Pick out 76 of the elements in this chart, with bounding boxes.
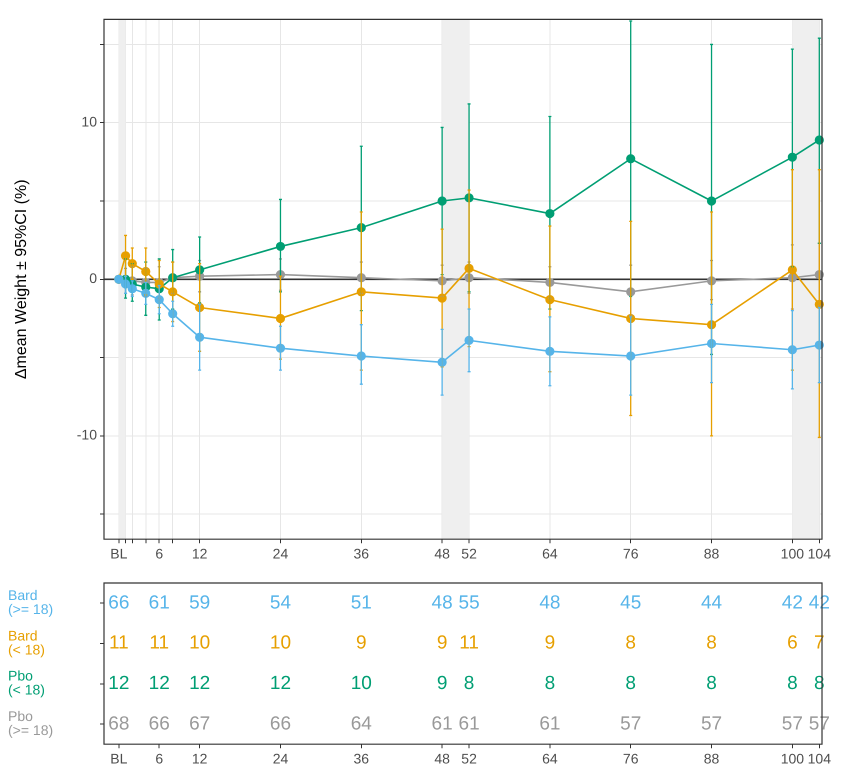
data-label: 45 [620, 592, 642, 614]
x-tick-label: 6 [155, 750, 164, 766]
y-tick-label: Pbo (< 18) [8, 668, 45, 698]
data-label: 8 [544, 672, 556, 694]
x-tick-label: 36 [354, 750, 370, 766]
x-tick-label: 48 [434, 545, 450, 562]
data-label: 68 [108, 713, 130, 734]
data-label: 12 [189, 672, 210, 694]
data-label: 11 [459, 632, 479, 654]
x-tick-label: 88 [704, 545, 720, 562]
data-label: 10 [270, 632, 292, 654]
y-tick-label: Bard (< 18) [8, 627, 45, 658]
data-label: 8 [787, 672, 798, 694]
data-label: 12 [270, 672, 292, 694]
data-label: 9 [436, 632, 448, 654]
data-label: 6 [787, 632, 798, 654]
data-label: 61 [458, 713, 480, 734]
x-tick-label: 76 [622, 545, 639, 562]
data-label: 11 [149, 632, 170, 654]
data-label: 61 [539, 713, 560, 734]
data-label: 10 [350, 672, 372, 694]
data-label: 61 [432, 713, 453, 734]
data-label: 54 [270, 592, 292, 614]
x-tick-label: BL [110, 545, 128, 562]
y-tick-label: 10 [81, 114, 98, 130]
x-tick-label: 64 [542, 545, 558, 562]
x-tick-label: BL [110, 750, 128, 766]
x-tick-label: 12 [192, 750, 208, 766]
x-tick-label: 104 [808, 545, 832, 562]
x-tick-label: 6 [155, 545, 164, 562]
x-tick-label: 48 [434, 750, 450, 766]
x-tick-label: 12 [192, 545, 208, 562]
data-label: 8 [625, 672, 636, 694]
data-label: 11 [108, 632, 129, 654]
data-label: 61 [148, 592, 170, 614]
x-tick-label: 100 [780, 750, 804, 766]
x-tick-label: 88 [704, 750, 720, 766]
data-label: 67 [189, 713, 210, 734]
x-tick-label: 100 [780, 545, 804, 562]
data-label: 64 [350, 713, 372, 734]
x-tick-label: 52 [461, 750, 478, 766]
x-tick-label: 52 [461, 545, 478, 562]
data-label: 55 [458, 592, 480, 614]
data-label: 8 [706, 672, 717, 694]
data-label: 57 [700, 713, 722, 734]
data-label: 48 [539, 592, 560, 614]
data-label: 9 [356, 632, 367, 654]
data-label: 8 [464, 672, 474, 694]
y-tick-label: Pbo (>= 18) [8, 708, 54, 738]
x-tick-label: 64 [542, 750, 558, 766]
data-label: 66 [108, 592, 130, 614]
y-tick-label: Bard (>= 18) [8, 587, 54, 618]
x-tick-label: 36 [354, 545, 370, 562]
x-tick-label: 76 [622, 750, 639, 766]
data-label: 57 [620, 713, 642, 734]
data-label: 10 [189, 632, 210, 654]
x-tick-label: 24 [272, 750, 288, 766]
y-tick-label: -10 [76, 426, 98, 443]
data-label: 8 [625, 632, 636, 654]
data-label: 12 [148, 672, 170, 694]
y-axis-title: Δmean Weight ± 95%CI (%) [13, 179, 30, 380]
data-label: 66 [270, 713, 292, 734]
data-label: 9 [436, 672, 448, 694]
data-label: 48 [432, 592, 453, 614]
data-label: 9 [544, 632, 556, 654]
data-label: 66 [148, 713, 170, 734]
data-label: 51 [350, 592, 372, 614]
data-label: 57 [782, 713, 803, 734]
data-label: 59 [189, 592, 210, 614]
y-tick-label: 0 [89, 270, 98, 286]
data-label: 42 [782, 592, 803, 614]
x-tick-label: 24 [272, 545, 288, 562]
data-label: 44 [700, 592, 723, 614]
data-label: 12 [108, 672, 130, 694]
data-label: 8 [706, 632, 717, 654]
x-tick-label: 104 [808, 750, 832, 766]
